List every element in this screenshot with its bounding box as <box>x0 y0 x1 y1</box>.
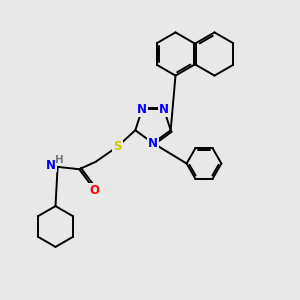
Text: N: N <box>159 103 169 116</box>
Text: N: N <box>148 136 158 150</box>
Text: N: N <box>137 103 147 116</box>
Text: N: N <box>46 158 56 172</box>
Text: O: O <box>89 184 99 197</box>
Text: S: S <box>113 140 122 153</box>
Text: H: H <box>55 154 64 165</box>
